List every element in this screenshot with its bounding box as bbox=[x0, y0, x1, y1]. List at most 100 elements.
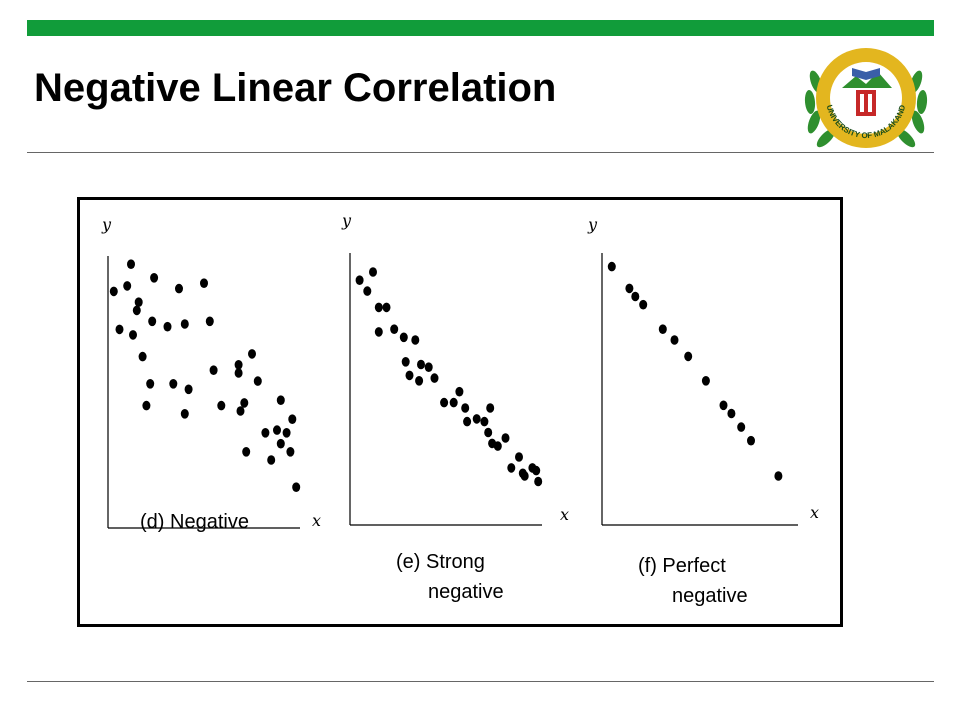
footer-divider bbox=[27, 681, 934, 682]
accent-bar bbox=[27, 20, 934, 36]
data-point-2-27 bbox=[501, 433, 510, 443]
data-point-1-25 bbox=[234, 368, 243, 378]
data-point-1-2 bbox=[115, 324, 124, 335]
data-point-1-1 bbox=[109, 286, 118, 297]
data-point-2-16 bbox=[440, 397, 449, 408]
header-divider bbox=[27, 152, 934, 153]
data-point-2-5 bbox=[382, 302, 391, 313]
data-point-1-26 bbox=[240, 398, 249, 408]
data-point-3-8 bbox=[701, 376, 710, 386]
data-point-2-8 bbox=[399, 332, 408, 343]
data-point-1-22 bbox=[209, 365, 218, 375]
data-point-1-29 bbox=[261, 428, 270, 438]
data-point-3-11 bbox=[737, 422, 746, 432]
data-point-1-24 bbox=[236, 406, 245, 416]
data-point-3-10 bbox=[727, 408, 736, 419]
data-point-3-5 bbox=[658, 324, 667, 334]
data-point-2-9 bbox=[411, 335, 420, 345]
data-point-3-2 bbox=[625, 283, 634, 294]
data-point-3-7 bbox=[684, 351, 693, 362]
data-point-1-30 bbox=[267, 455, 276, 465]
x-axis-label-1: x bbox=[312, 511, 321, 530]
data-point-3-3 bbox=[631, 291, 640, 302]
data-point-1-35 bbox=[282, 428, 291, 438]
data-point-2-12 bbox=[417, 359, 425, 370]
data-point-1-16 bbox=[180, 319, 189, 329]
panel-caption-3-1: (f) Perfect bbox=[638, 555, 726, 577]
data-point-2-17 bbox=[449, 397, 458, 408]
data-point-1-9 bbox=[142, 400, 151, 411]
data-point-1-27 bbox=[248, 349, 256, 359]
laurel-right-icon bbox=[896, 70, 928, 148]
data-point-3-12 bbox=[747, 435, 755, 446]
data-point-1-21 bbox=[217, 400, 226, 411]
data-point-1-10 bbox=[146, 379, 155, 389]
data-point-2-21 bbox=[472, 414, 481, 424]
y-axis-label-2: y bbox=[341, 211, 352, 230]
data-point-1-32 bbox=[286, 447, 295, 457]
data-point-1-36 bbox=[292, 482, 301, 493]
data-point-2-32 bbox=[534, 476, 543, 487]
panel-caption-1-1: (d) Negative bbox=[140, 511, 249, 533]
data-point-1-33 bbox=[288, 414, 297, 424]
data-point-1-3 bbox=[123, 281, 132, 291]
figure-frame: y x (d) Negative y x (e) Strong negative y x (f) … bbox=[77, 197, 843, 627]
data-point-2-13 bbox=[415, 376, 424, 386]
data-point-1-17 bbox=[184, 384, 193, 395]
data-point-2-6 bbox=[374, 327, 383, 337]
data-point-2-29 bbox=[515, 452, 523, 462]
data-point-2-7 bbox=[390, 324, 399, 334]
data-point-2-2 bbox=[363, 286, 372, 296]
data-point-1-28 bbox=[253, 376, 262, 386]
university-logo: UNIVERSITY OF MALAKAND bbox=[804, 48, 928, 148]
slide-title: Negative Linear Correlation bbox=[34, 66, 557, 110]
book-icon bbox=[852, 68, 880, 80]
panel-caption-2-2: negative bbox=[428, 581, 504, 603]
data-point-2-28 bbox=[507, 463, 516, 473]
data-point-1-23 bbox=[234, 360, 243, 370]
data-point-1-13 bbox=[163, 321, 172, 332]
data-point-1-8 bbox=[138, 351, 147, 362]
data-point-2-3 bbox=[369, 267, 377, 277]
data-point-2-15 bbox=[430, 373, 439, 383]
data-point-2-22 bbox=[480, 416, 489, 427]
data-point-1-15 bbox=[175, 283, 183, 294]
data-point-3-1 bbox=[607, 261, 616, 272]
data-point-2-26 bbox=[493, 441, 502, 451]
data-point-1-5 bbox=[129, 330, 137, 340]
data-point-1-31 bbox=[276, 438, 285, 449]
data-point-2-24 bbox=[484, 427, 493, 438]
data-point-1-19 bbox=[200, 278, 208, 288]
data-point-1-14 bbox=[169, 379, 178, 389]
panel-caption-3-2: negative bbox=[672, 585, 748, 607]
data-point-3-4 bbox=[639, 299, 648, 310]
data-point-2-1 bbox=[355, 275, 364, 285]
y-axis-label-3: y bbox=[587, 215, 598, 234]
data-point-2-10 bbox=[401, 357, 410, 367]
data-point-2-11 bbox=[405, 370, 414, 381]
data-point-3-13 bbox=[774, 471, 783, 481]
x-axis-label-2: x bbox=[560, 505, 569, 524]
data-point-3-6 bbox=[670, 335, 679, 345]
data-point-2-4 bbox=[374, 302, 383, 313]
data-point-3-9 bbox=[719, 400, 728, 411]
data-point-1-11 bbox=[148, 316, 157, 327]
data-point-2-33 bbox=[520, 471, 529, 481]
data-point-2-19 bbox=[461, 403, 470, 413]
data-point-1-20 bbox=[205, 316, 214, 327]
data-point-1-12 bbox=[150, 273, 159, 283]
data-point-2-14 bbox=[424, 362, 433, 372]
data-point-1-34 bbox=[276, 395, 285, 405]
y-axis-label-1: y bbox=[101, 215, 112, 234]
data-point-1-4 bbox=[127, 259, 135, 269]
data-point-2-34 bbox=[532, 465, 541, 476]
data-point-2-23 bbox=[486, 403, 495, 413]
panel-caption-2-1: (e) Strong bbox=[396, 551, 485, 573]
scatter-plots: y x (d) Negative y x (e) Strong negative y x (f) … bbox=[101, 211, 819, 607]
data-point-1-18 bbox=[180, 409, 189, 419]
data-point-1-37 bbox=[242, 447, 251, 457]
data-point-1-38 bbox=[273, 425, 281, 435]
data-point-1-7 bbox=[134, 297, 143, 307]
data-point-1-6 bbox=[132, 305, 141, 316]
data-point-2-20 bbox=[463, 416, 472, 427]
